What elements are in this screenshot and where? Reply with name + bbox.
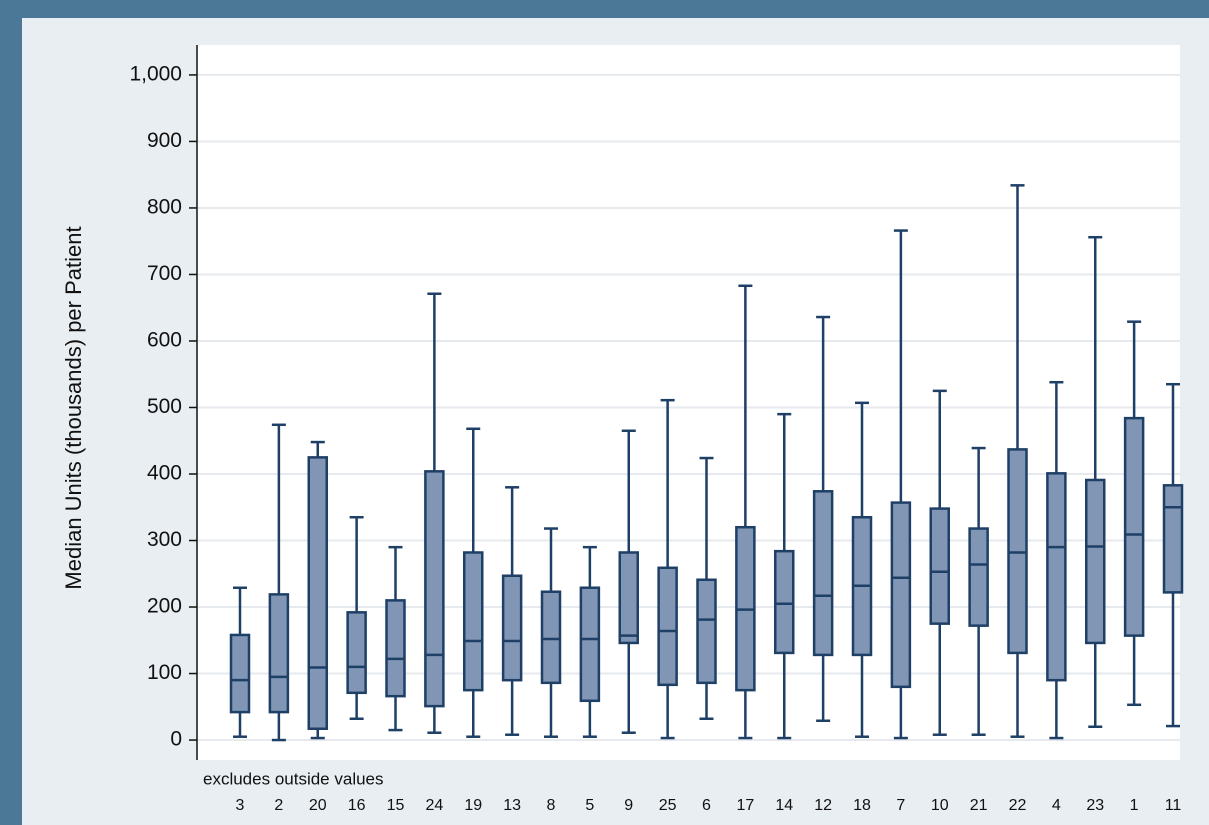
box — [696, 578, 717, 685]
y-tick-label: 300 — [147, 528, 182, 551]
x-tick-label: 4 — [1052, 797, 1061, 814]
box — [501, 574, 523, 682]
x-tick-label: 24 — [425, 797, 443, 814]
box — [1085, 478, 1106, 645]
x-tick-label: 1 — [1130, 797, 1139, 814]
x-tick-label: 21 — [970, 797, 988, 814]
y-tick-label: 200 — [147, 595, 182, 618]
x-tick-label: 8 — [547, 797, 556, 814]
box — [812, 490, 834, 657]
x-tick-label: 12 — [814, 797, 832, 814]
y-tick-label: 500 — [147, 395, 182, 418]
x-tick-label: 11 — [1165, 797, 1182, 814]
box — [346, 611, 367, 695]
x-tick-label: 19 — [464, 797, 482, 814]
x-tick-label: 25 — [659, 797, 677, 814]
note: excludes outside values — [203, 769, 384, 788]
y-tick-label: 800 — [147, 196, 182, 219]
x-tick-label: 23 — [1086, 797, 1104, 814]
x-tick-label: 2 — [274, 797, 283, 814]
x-tick-label: 10 — [931, 797, 949, 814]
box — [657, 566, 678, 687]
box — [1162, 484, 1184, 594]
box — [929, 507, 950, 625]
x-tick-label: 16 — [348, 797, 366, 814]
box — [540, 590, 562, 685]
y-tick-label: 400 — [147, 462, 182, 485]
plot-area — [197, 45, 1180, 760]
x-tick-label: 22 — [1009, 797, 1027, 814]
box — [424, 470, 445, 708]
y-tick-label: 100 — [147, 661, 182, 684]
y-tick-label: 600 — [147, 329, 182, 352]
y-tick-label: 1,000 — [129, 62, 182, 85]
box — [1123, 416, 1145, 637]
box — [385, 599, 406, 698]
x-tick-label: 3 — [236, 797, 245, 814]
box — [1007, 448, 1028, 655]
x-tick-label: 18 — [853, 797, 871, 814]
x-tick-label: 13 — [503, 797, 521, 814]
x-tick-label: 9 — [624, 797, 633, 814]
x-tick-label: 20 — [309, 797, 327, 814]
box — [1046, 472, 1067, 682]
y-axis-label: Median Units (thousands) per Patient — [61, 226, 86, 589]
box — [618, 551, 639, 645]
box — [307, 456, 328, 730]
box — [268, 593, 290, 714]
box — [774, 549, 795, 655]
x-tick-label: 17 — [736, 797, 754, 814]
box — [890, 501, 912, 689]
y-tick-label: 900 — [147, 129, 182, 152]
y-tick-label: 0 — [170, 728, 182, 751]
x-tick-label: 7 — [896, 797, 905, 814]
box — [968, 527, 989, 627]
box — [229, 633, 251, 714]
y-tick-label: 700 — [147, 262, 182, 285]
x-tick-label: 6 — [702, 797, 711, 814]
box — [579, 586, 601, 703]
x-tick-label: 15 — [387, 797, 405, 814]
box — [463, 551, 484, 692]
x-tick-label: 14 — [775, 797, 793, 814]
x-tick-label: 5 — [585, 797, 594, 814]
